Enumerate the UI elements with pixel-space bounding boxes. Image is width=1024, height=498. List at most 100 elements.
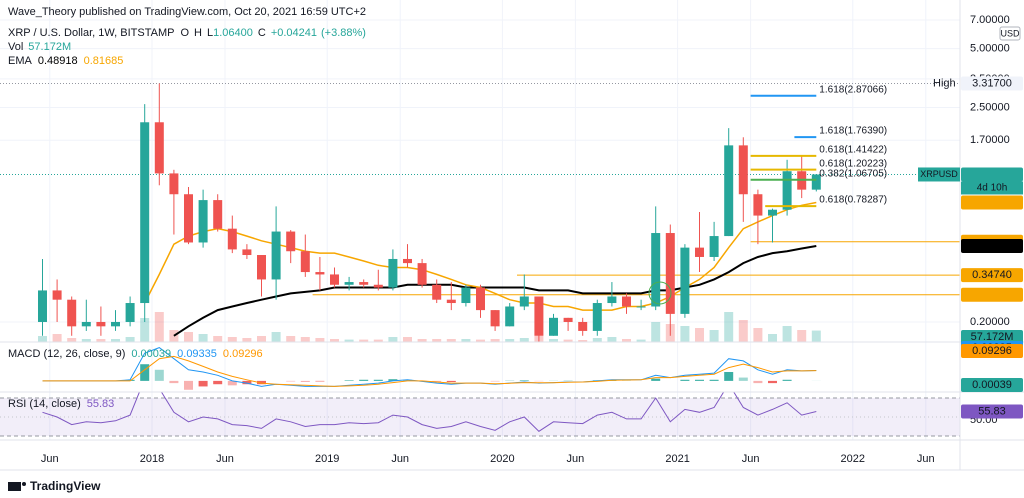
macd-histogram-bar bbox=[709, 379, 719, 381]
candle-body bbox=[709, 236, 719, 257]
macd-histogram-bar bbox=[300, 380, 310, 382]
x-tick-label: Jun bbox=[41, 453, 59, 465]
rsi-title: RSI (14, close) bbox=[8, 398, 81, 410]
macd-histogram-bar bbox=[315, 380, 325, 382]
candle-body bbox=[665, 233, 675, 314]
x-tick-label: 2019 bbox=[315, 453, 339, 465]
candle-body bbox=[154, 122, 164, 174]
candle-body bbox=[198, 200, 208, 243]
macd-histogram-bar bbox=[169, 380, 179, 384]
volume-bar bbox=[257, 336, 266, 342]
macd-histogram-bar bbox=[154, 369, 164, 381]
signal-value: 0.09296 bbox=[223, 348, 263, 360]
ema-name: EMA bbox=[8, 55, 33, 67]
annotation-circle bbox=[648, 281, 672, 305]
candle-body bbox=[782, 171, 792, 210]
price-pane: 1.618(2.87066) 1.618(1.76390) 0.618(1.4142… bbox=[0, 82, 960, 342]
y-tick-label: 1.70000 bbox=[970, 134, 1010, 146]
macd-pane bbox=[42, 347, 821, 390]
volume-bar bbox=[651, 322, 661, 342]
candle-body bbox=[578, 321, 588, 331]
fib-label: 0.618(0.78287) bbox=[819, 195, 887, 206]
candle-body bbox=[563, 317, 573, 322]
candle-body bbox=[388, 258, 398, 288]
price-tag-box bbox=[961, 195, 1023, 210]
candle-body bbox=[636, 306, 646, 308]
volume-bar bbox=[738, 320, 748, 342]
histogram-tag-box bbox=[961, 378, 1023, 392]
volume-bar bbox=[549, 339, 558, 342]
fib-label: 1.618(2.87066) bbox=[819, 84, 887, 95]
candle-body bbox=[417, 263, 427, 285]
volume-bar bbox=[417, 339, 427, 342]
candle-body bbox=[680, 247, 690, 314]
candle-body bbox=[125, 303, 135, 322]
macd-histogram-bar bbox=[651, 378, 661, 381]
volume-bar bbox=[476, 339, 485, 342]
volume-bar bbox=[432, 339, 442, 342]
currency: USD bbox=[1000, 28, 1020, 38]
y-tick-label: 7.00000 bbox=[970, 14, 1010, 26]
candle-body bbox=[227, 228, 237, 250]
volume-bar bbox=[636, 339, 646, 342]
macd-histogram-bar bbox=[140, 364, 150, 381]
macd-histogram-bar bbox=[198, 380, 208, 387]
macd-histogram-bar bbox=[753, 380, 763, 384]
macd-histogram-bar bbox=[286, 380, 296, 382]
macd-histogram-bar bbox=[519, 380, 529, 381]
candle-body bbox=[753, 194, 763, 216]
price-tag-box bbox=[961, 287, 1023, 302]
published-note: Wave_Theory published on TradingView.com… bbox=[8, 6, 366, 18]
logo-mark bbox=[8, 482, 21, 491]
candle-body bbox=[169, 173, 179, 195]
ohlc-value: 1.06400 bbox=[213, 27, 253, 39]
volume-bar bbox=[242, 338, 252, 342]
x-tick-label: 2020 bbox=[490, 453, 514, 465]
footer-logo: TradingView bbox=[8, 479, 101, 493]
macd-histogram-bar bbox=[738, 377, 748, 381]
price-tag-box bbox=[961, 239, 1023, 254]
volume-bar bbox=[359, 339, 369, 342]
volume-bar bbox=[67, 338, 77, 342]
ema-line bbox=[173, 245, 817, 337]
volume-value: 57.172M bbox=[28, 41, 71, 53]
volume-bar bbox=[797, 330, 807, 342]
axes: 7.000005.000003.500002.500001.700000.200… bbox=[41, 14, 1023, 465]
change: +0.04241 bbox=[271, 27, 317, 39]
candle-body bbox=[534, 296, 544, 336]
high-value: 3.31700 bbox=[972, 77, 1012, 89]
fib-label: 0.618(1.41422) bbox=[819, 144, 887, 155]
candle-body bbox=[811, 174, 821, 190]
macd-histogram-bar bbox=[724, 372, 734, 381]
fib-label: 0.382(1.06705) bbox=[819, 168, 887, 179]
volume-bar bbox=[563, 339, 573, 342]
x-tick-label: Jun bbox=[742, 453, 760, 465]
volume-bar bbox=[169, 330, 179, 342]
candle-body bbox=[622, 296, 631, 307]
candle-body bbox=[505, 306, 515, 327]
volume-bar bbox=[505, 339, 515, 342]
price-tag-box bbox=[961, 167, 1023, 182]
candle-body bbox=[403, 258, 412, 264]
histogram-tag: 0.00039 bbox=[972, 379, 1012, 391]
macd-signal-line bbox=[42, 355, 817, 387]
candle-body bbox=[330, 274, 339, 285]
volume-bar bbox=[344, 339, 354, 342]
symbol-title: XRP / U.S. Dollar, 1W, BITSTAMP bbox=[8, 27, 174, 39]
volume-bar bbox=[125, 337, 135, 342]
footer-brand: TradingView bbox=[30, 479, 101, 493]
candle-body bbox=[738, 145, 748, 195]
high-value-box bbox=[961, 76, 1023, 91]
volume-bar bbox=[768, 334, 777, 342]
ema-legend: EMA 0.48918 0.81685 bbox=[8, 55, 123, 67]
volume-bar bbox=[52, 334, 62, 342]
candle-body bbox=[651, 233, 661, 307]
candle-body bbox=[592, 303, 602, 331]
volume-bar bbox=[709, 330, 719, 342]
grid bbox=[0, 0, 960, 440]
change-pct: (+3.88%) bbox=[321, 27, 366, 39]
ohlc-key: H bbox=[194, 27, 202, 39]
ohlc-key: C bbox=[258, 27, 266, 39]
